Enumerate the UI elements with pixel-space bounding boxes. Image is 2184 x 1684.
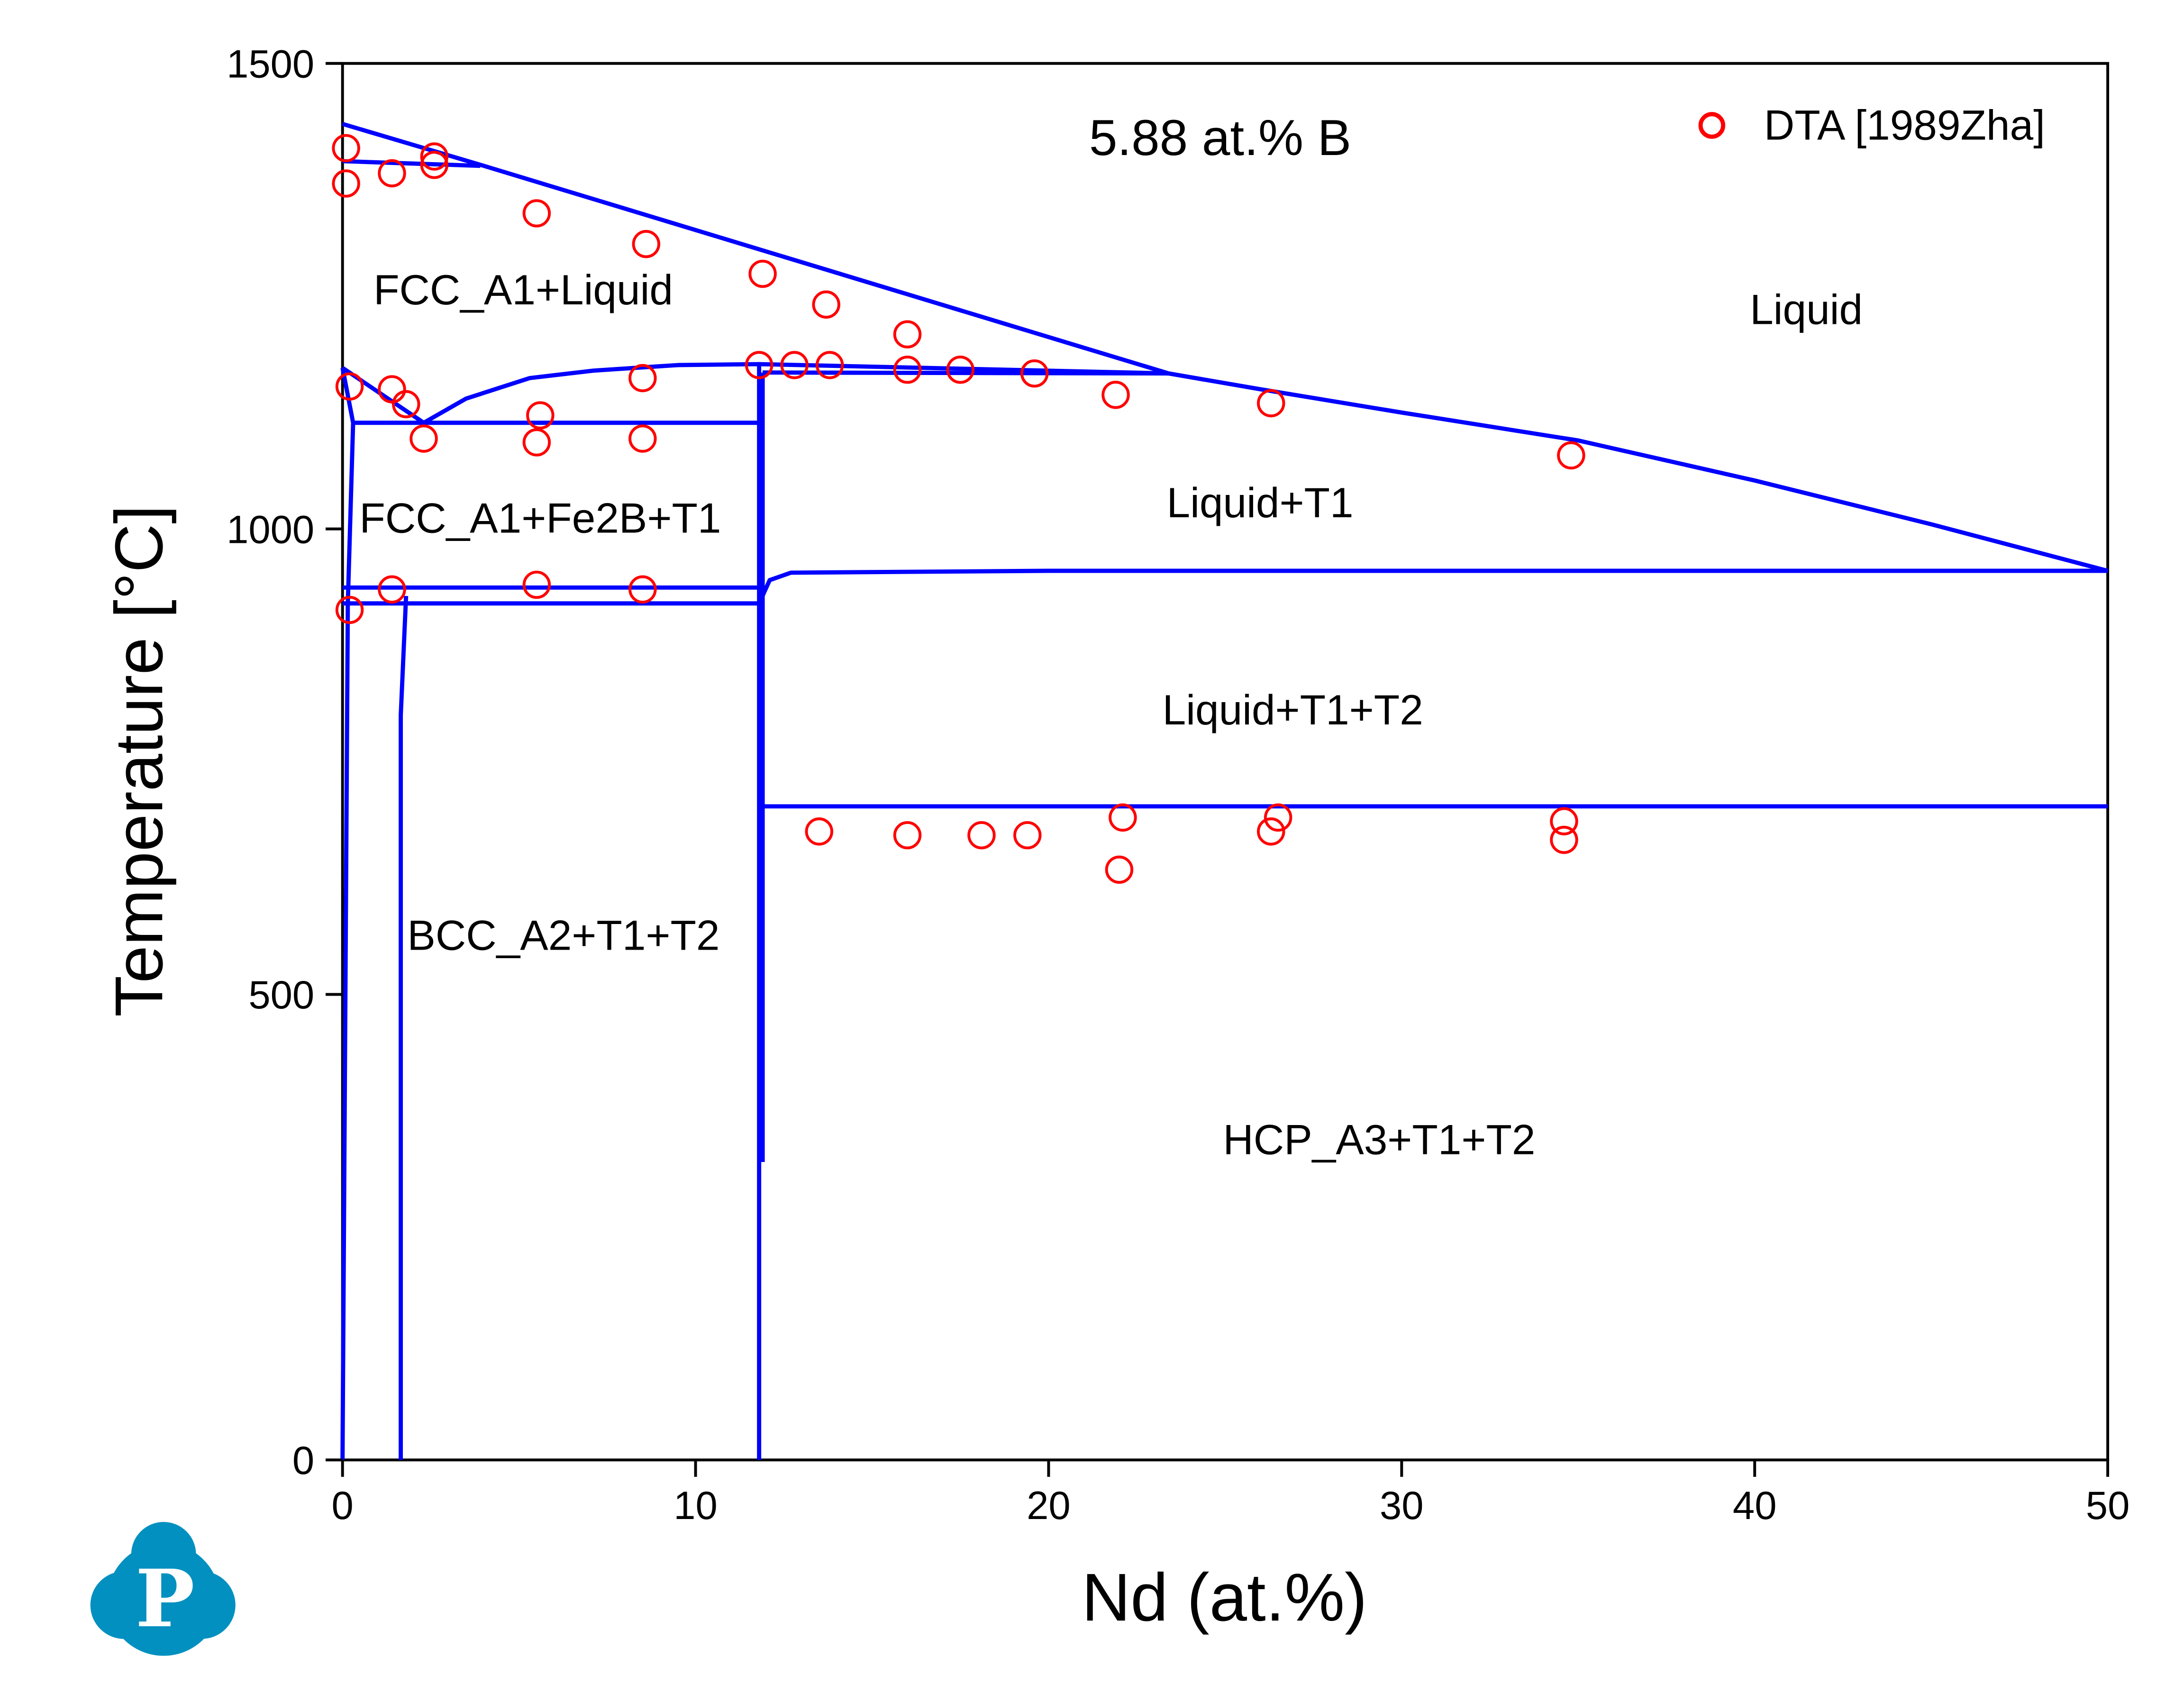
y-tick-label: 0 [292, 1438, 314, 1483]
region-label: Liquid+T1 [1167, 479, 1354, 526]
x-tick-label: 30 [1380, 1483, 1424, 1528]
data-point [1105, 855, 1134, 884]
y-tick-label: 1000 [227, 507, 314, 551]
data-point [420, 151, 449, 179]
data-point [628, 575, 657, 604]
data-point [392, 390, 420, 419]
phase-boundary [757, 568, 2108, 604]
data-point [1020, 359, 1049, 388]
data-point [628, 424, 657, 453]
chart-title: 5.88 at.% B [1089, 109, 1351, 166]
data-point [780, 351, 809, 379]
data-point [815, 351, 844, 379]
legend: DTA [1989Zha] [1698, 101, 2045, 148]
region-label: Liquid+T1+T2 [1163, 686, 1423, 733]
data-point [893, 356, 922, 384]
data-point [522, 570, 551, 599]
region-label: Liquid [1750, 286, 1863, 333]
data-point [1101, 381, 1130, 409]
data-point [812, 290, 840, 319]
y-tick-label: 500 [248, 973, 314, 1017]
y-axis-label: Temperature [°C] [101, 505, 177, 1017]
data-point [805, 817, 834, 846]
data-point [1257, 389, 1285, 418]
phase-boundary [763, 370, 1169, 376]
phase-boundaries [340, 122, 2109, 1460]
region-label: FCC_A1+Fe2B+T1 [359, 494, 721, 542]
data-point [335, 595, 364, 624]
dta-points [332, 134, 1585, 884]
logo: P [90, 1522, 236, 1656]
data-point [893, 320, 922, 348]
data-point [1257, 817, 1285, 846]
data-point [522, 428, 551, 457]
x-tick-label: 50 [2086, 1483, 2130, 1528]
x-tick-label: 0 [332, 1483, 354, 1528]
data-point [522, 199, 551, 228]
data-point [1557, 441, 1585, 470]
data-point [378, 375, 406, 403]
data-point [748, 259, 777, 288]
data-point [946, 356, 974, 384]
data-point [967, 821, 996, 850]
x-axis-label: Nd (at.%) [1082, 1560, 1367, 1635]
data-point [332, 134, 360, 163]
logo-letter: P [136, 1553, 195, 1645]
phase-boundary [342, 159, 481, 168]
data-point [745, 351, 774, 379]
data-point [1109, 803, 1137, 832]
plot-frame [341, 62, 2110, 1462]
data-point [420, 142, 449, 171]
data-point [410, 424, 438, 453]
data-point [378, 575, 406, 604]
data-point [628, 364, 657, 393]
y-tick-label: 1500 [227, 42, 314, 86]
data-point [1013, 821, 1042, 850]
region-label: HCP_A3+T1+T2 [1223, 1116, 1535, 1163]
data-point [1550, 807, 1578, 835]
region-label: BCC_A2+T1+T2 [407, 911, 719, 959]
data-point [632, 230, 661, 258]
data-point [526, 401, 555, 430]
region-label: FCC_A1+Liquid [373, 266, 673, 313]
phase-boundary [399, 595, 409, 1460]
phase-boundary [340, 367, 355, 1460]
data-point [893, 821, 922, 850]
phase-boundary [342, 122, 2109, 573]
legend-marker [1698, 112, 1726, 139]
data-point [1550, 825, 1578, 854]
x-tick-label: 20 [1027, 1483, 1071, 1528]
legend-label: DTA [1989Zha] [1764, 101, 2045, 148]
data-point [378, 159, 406, 188]
x-tick-label: 10 [673, 1483, 718, 1528]
data-point [1264, 803, 1292, 832]
data-point [335, 372, 364, 401]
x-tick-label: 40 [1733, 1483, 1777, 1528]
data-point [332, 169, 360, 198]
